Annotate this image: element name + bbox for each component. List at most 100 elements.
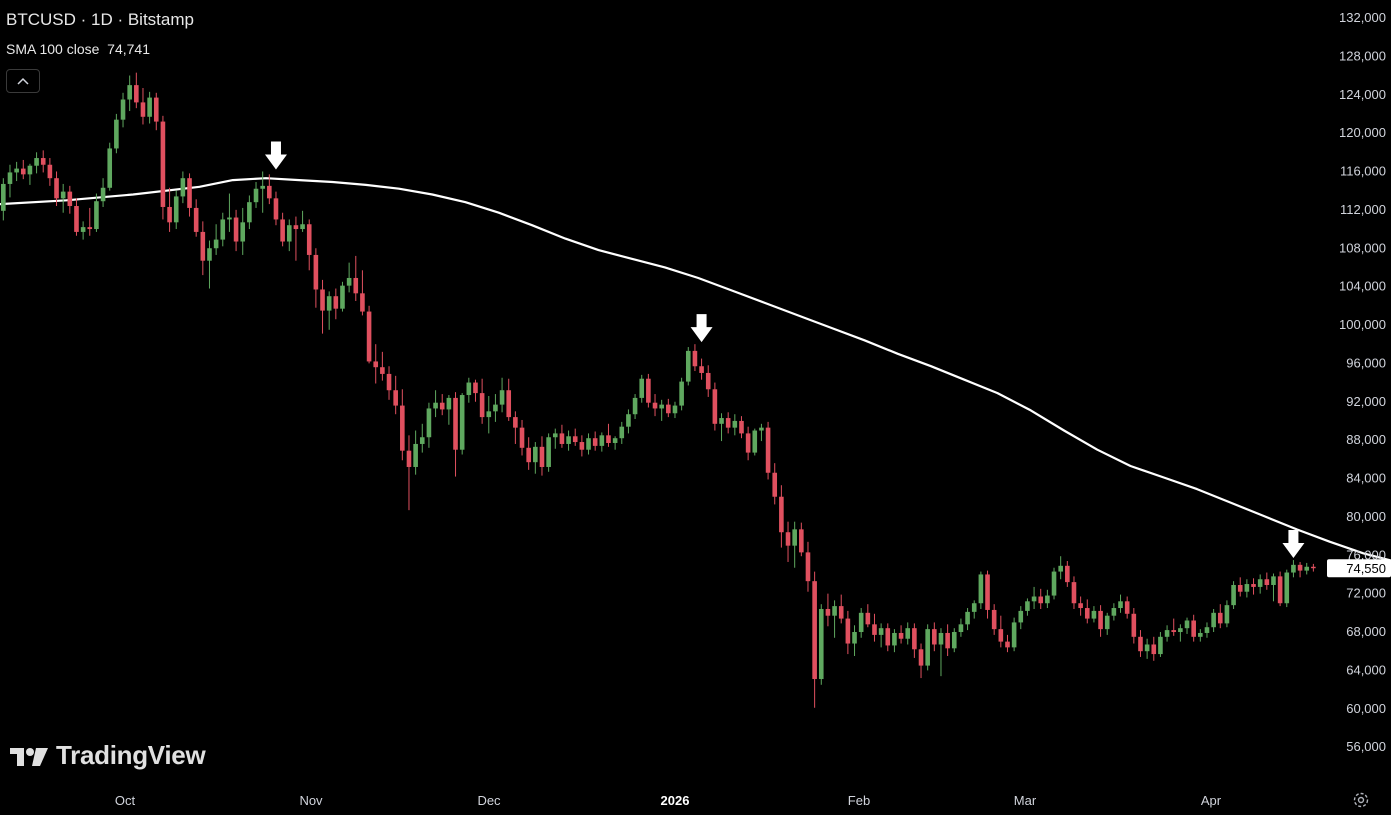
price-tick-label: 120,000 [1339, 125, 1386, 140]
candle-body [1178, 628, 1183, 633]
candle-body [991, 609, 997, 630]
candle-body [74, 206, 79, 232]
candle [193, 199, 199, 237]
candle [599, 432, 605, 452]
candle [792, 521, 797, 568]
candle-body [14, 168, 19, 173]
candle [539, 436, 545, 476]
candle-body [386, 373, 392, 391]
collapse-legend-button[interactable] [6, 69, 40, 93]
candle-body [1277, 576, 1283, 604]
candle [107, 142, 113, 191]
candle-body [639, 378, 645, 398]
candle [80, 221, 86, 240]
candle [812, 571, 817, 708]
candle-body [759, 427, 764, 431]
candle-body [1291, 564, 1296, 573]
candle-body [1084, 608, 1090, 619]
candle [207, 240, 212, 289]
candle-body [559, 433, 565, 444]
candle [832, 600, 837, 638]
sma-legend[interactable]: SMA 100 close 74,741 [6, 41, 150, 57]
candle-body [519, 427, 525, 448]
candle [951, 628, 957, 653]
candle-body [1311, 566, 1316, 569]
candle-body [533, 446, 538, 463]
candle [147, 91, 152, 124]
candle-body [845, 618, 851, 644]
candle [513, 411, 518, 444]
last-price-text: 74,550 [1346, 561, 1386, 576]
candle [1297, 561, 1303, 578]
candle-body [1191, 620, 1196, 637]
candle [1018, 606, 1024, 630]
candle-body [1065, 565, 1070, 583]
candle [646, 373, 651, 408]
candle-body [1297, 564, 1303, 571]
candle-body [619, 426, 625, 439]
candle [612, 436, 618, 450]
candle [14, 161, 19, 182]
candle-body [513, 417, 518, 428]
candle-body [832, 606, 837, 616]
candle [47, 158, 53, 186]
candle-body [107, 148, 113, 188]
time-tick-label: 2026 [661, 793, 690, 808]
tradingview-logo[interactable]: TradingView [10, 740, 206, 771]
candle [772, 463, 778, 505]
candle-body [413, 443, 418, 467]
candle-body [852, 632, 857, 644]
price-tick-label: 88,000 [1346, 432, 1386, 447]
candle [991, 604, 997, 635]
candle-body [1217, 612, 1223, 624]
candle [267, 174, 272, 205]
settings-button[interactable] [1351, 790, 1371, 810]
candle [639, 374, 645, 403]
candle [719, 413, 724, 442]
candle-body [353, 277, 359, 294]
candle-body [912, 628, 917, 650]
candle [114, 113, 119, 154]
down-arrow-icon [690, 314, 713, 343]
candle [373, 344, 379, 384]
candle-body [1144, 644, 1150, 652]
candle-body [1198, 632, 1203, 637]
candle-body [1251, 584, 1256, 587]
candle [499, 377, 505, 413]
candle [360, 270, 365, 316]
candle [705, 365, 711, 397]
candle-body [506, 390, 512, 418]
price-tick-label: 84,000 [1346, 471, 1386, 486]
candle-body [838, 606, 844, 619]
candle [785, 521, 791, 562]
candle [679, 377, 684, 411]
price-axis[interactable]: 132,000 128,000 124,000 120,000 116,000 112,0… [1327, 10, 1391, 754]
candle [632, 394, 638, 420]
candle [293, 216, 299, 261]
candle [74, 198, 79, 236]
candle [805, 541, 811, 592]
candle [1291, 560, 1296, 578]
candle [978, 571, 984, 609]
candle-body [40, 158, 46, 165]
candle [1098, 605, 1103, 637]
candle-body [1158, 636, 1163, 655]
time-axis[interactable]: Oct Nov Dec 2026 Feb Mar Apr [115, 793, 1222, 808]
candle [885, 623, 891, 652]
candle-body [951, 632, 957, 649]
sma-legend-value: 74,741 [107, 41, 150, 57]
candle [586, 433, 591, 455]
candle [67, 185, 73, 214]
candle-body [878, 628, 884, 635]
candle-body [260, 185, 265, 189]
candle [1158, 632, 1163, 657]
candle [1071, 576, 1077, 609]
candle [552, 428, 558, 449]
price-tick-label: 72,000 [1346, 586, 1386, 601]
candle-body [7, 172, 13, 184]
price-tick-label: 68,000 [1346, 624, 1386, 639]
candle-body [765, 427, 771, 473]
candle [1251, 578, 1256, 595]
candle-body [313, 254, 319, 290]
